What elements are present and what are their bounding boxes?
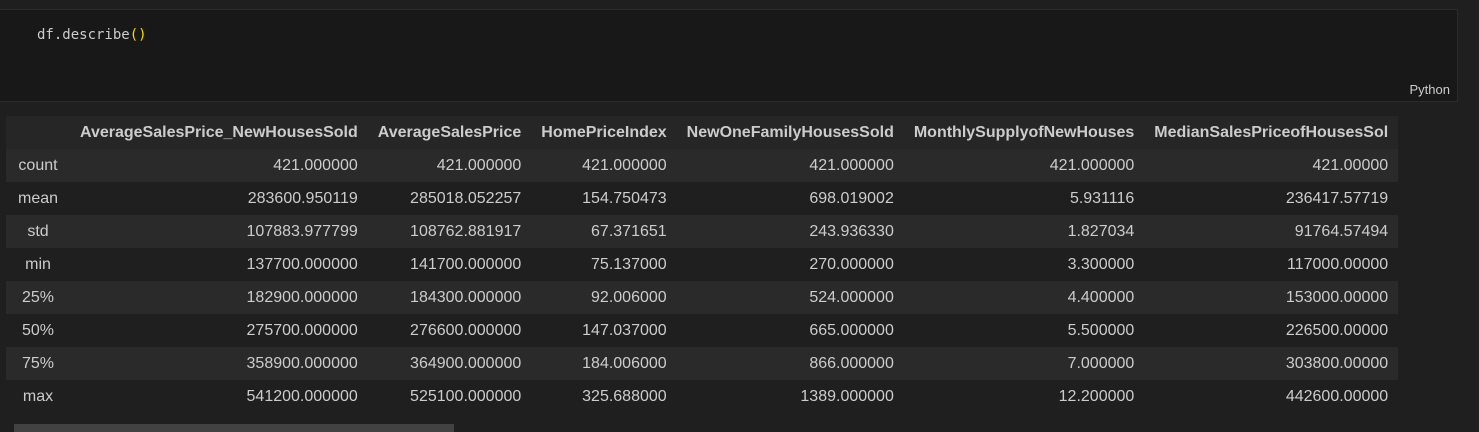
table-cell: 421.000000 xyxy=(582,156,667,174)
table-row: min 137700.000000 141700.000000 75.137000 27… xyxy=(6,248,1399,281)
table-cell: 141700.000000 xyxy=(410,255,522,273)
table-cell: 698.019002 xyxy=(809,189,894,207)
table-cell: 1389.000000 xyxy=(800,387,894,405)
column-header: NewOneFamilyHousesSold xyxy=(676,116,904,149)
table-row: 75% 358900.000000 364900.000000 184.006000 8… xyxy=(6,347,1399,380)
table-row: max 541200.000000 525100.000000 325.688000 1… xyxy=(6,380,1399,412)
table-cell: 107883.977799 xyxy=(246,222,358,240)
table-cell: 270.000000 xyxy=(809,255,894,273)
row-label: 75% xyxy=(21,354,55,372)
table-cell: 283600.950119 xyxy=(247,189,358,207)
row-label: std xyxy=(27,222,49,240)
table-cell: 67.371651 xyxy=(591,222,667,240)
table-cell: 421.00000 xyxy=(1312,156,1389,174)
horizontal-scrollbar[interactable] xyxy=(0,422,1479,432)
language-label[interactable]: Python xyxy=(1409,82,1450,97)
table-cell: 108762.881917 xyxy=(410,222,522,240)
row-label: mean xyxy=(17,189,59,207)
table-cell: 147.037000 xyxy=(582,321,667,339)
column-header: AverageSalesPrice_NewHousesSold xyxy=(70,116,368,149)
table-cell: 12.200000 xyxy=(1058,387,1135,405)
table-cell: 236417.57719 xyxy=(1285,189,1389,207)
table-cell: 75.137000 xyxy=(591,255,667,273)
table-cell: 182900.000000 xyxy=(246,288,358,306)
table-cell: 665.000000 xyxy=(809,321,894,339)
column-header: AverageSalesPrice xyxy=(367,116,532,149)
table-cell: 1.827034 xyxy=(1067,222,1135,240)
table-cell: 153000.00000 xyxy=(1285,288,1389,306)
table-cell: 525100.000000 xyxy=(410,387,522,405)
table-cell: 275700.000000 xyxy=(246,321,358,339)
table-cell: 325.688000 xyxy=(582,387,667,405)
table-row: std 107883.977799 108762.881917 67.371651 24… xyxy=(6,215,1399,248)
row-label: count xyxy=(18,156,58,174)
table-cell: 243.936330 xyxy=(809,222,894,240)
row-label: 25% xyxy=(21,288,55,306)
table-cell: 184300.000000 xyxy=(410,288,522,306)
code-parens: () xyxy=(129,27,147,43)
table-cell: 4.400000 xyxy=(1067,288,1135,306)
table-cell: 137700.000000 xyxy=(246,255,358,273)
table-cell: 5.500000 xyxy=(1067,321,1135,339)
table-cell: 866.000000 xyxy=(809,354,894,372)
table-header-row: AverageSalesPrice_NewHousesSold AverageS… xyxy=(6,116,1399,149)
table-cell: 421.000000 xyxy=(809,156,894,174)
table-cell: 541200.000000 xyxy=(246,387,358,405)
column-header: HomePriceIndex xyxy=(531,116,677,149)
describe-table: AverageSalesPrice_NewHousesSold AverageS… xyxy=(6,116,1399,412)
table-cell: 285018.052257 xyxy=(410,189,522,207)
table-cell: 117000.00000 xyxy=(1287,255,1389,273)
table-cell: 92.006000 xyxy=(591,288,667,306)
table-cell: 364900.000000 xyxy=(410,354,522,372)
table-cell: 421.000000 xyxy=(436,156,522,174)
table-cell: 5.931116 xyxy=(1069,189,1135,207)
table-cell: 442600.00000 xyxy=(1285,387,1389,405)
table-cell: 276600.000000 xyxy=(410,321,522,339)
table-cell: 421.000000 xyxy=(273,156,358,174)
table-row: 50% 275700.000000 276600.000000 147.037000 6… xyxy=(6,314,1399,347)
table-cell: 7.000000 xyxy=(1067,354,1135,372)
table-cell: 358900.000000 xyxy=(246,354,358,372)
code-text: df.describe xyxy=(37,27,130,43)
row-label: min xyxy=(25,255,51,273)
table-cell: 154.750473 xyxy=(582,189,667,207)
table-row: mean 283600.950119 285018.052257 154.750473… xyxy=(6,182,1399,215)
table-cell: 3.300000 xyxy=(1067,255,1135,273)
row-label: max xyxy=(22,387,54,405)
table-cell: 524.000000 xyxy=(809,288,894,306)
row-label: 50% xyxy=(21,321,55,339)
table-row: 25% 182900.000000 184300.000000 92.006000 52… xyxy=(6,281,1399,314)
cell-output: AverageSalesPrice_NewHousesSold AverageS… xyxy=(6,116,1459,412)
table-cell: 184.006000 xyxy=(582,354,667,372)
code-cell[interactable]: df.describe() Python xyxy=(0,9,1458,102)
column-header: MonthlySupplyofNewHouses xyxy=(903,116,1145,149)
scrollbar-thumb[interactable] xyxy=(14,424,454,432)
table-cell: 91764.57494 xyxy=(1294,222,1389,240)
table-cell: 303800.00000 xyxy=(1285,354,1389,372)
table-row: count 421.000000 421.000000 421.000000 421.0… xyxy=(6,149,1399,182)
corner-cell xyxy=(6,116,70,149)
table-cell: 421.000000 xyxy=(1049,156,1135,174)
column-header: MedianSalesPriceofHousesSol xyxy=(1144,116,1399,149)
table-cell: 226500.00000 xyxy=(1285,321,1389,339)
code-line[interactable]: df.describe() xyxy=(37,27,147,43)
